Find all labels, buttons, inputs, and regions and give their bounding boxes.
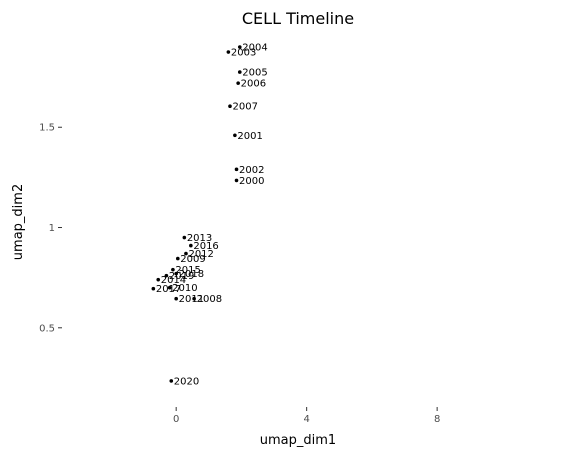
point-label: 2002	[239, 165, 264, 176]
point-label: 2020	[174, 376, 199, 387]
data-point	[228, 104, 232, 108]
data-point	[189, 243, 193, 248]
y-tick-label: 1.5	[39, 123, 55, 134]
data-point	[174, 296, 178, 301]
x-axis-label: umap_dim1	[260, 433, 336, 448]
point-label: 2007	[232, 102, 257, 113]
point-label: 2006	[241, 79, 266, 90]
point-label: 2013	[187, 233, 212, 244]
data-point	[182, 235, 187, 240]
data-point	[233, 133, 237, 138]
data-point	[176, 256, 180, 261]
point-label: 2017	[156, 284, 181, 295]
point-label: 2019	[169, 271, 194, 282]
x-tick-label: 0	[173, 414, 179, 425]
y-tick-label: 0.5	[39, 323, 55, 334]
data-point	[234, 167, 239, 172]
data-point	[226, 50, 231, 54]
x-tick-label: 4	[303, 414, 309, 425]
y-axis-label: umap_dim2	[11, 184, 26, 260]
point-label: 2012	[188, 249, 213, 260]
point-label: 2015	[175, 265, 200, 276]
data-point	[236, 81, 240, 85]
data-point	[192, 296, 196, 301]
y-axis: 0.5 1 1.5	[39, 123, 62, 334]
point-label: 2005	[242, 68, 267, 79]
data-point	[164, 273, 169, 278]
point-label: 2004	[242, 43, 267, 54]
point-label: 2014	[161, 275, 186, 286]
data-point	[167, 285, 172, 290]
point-label: 2008	[197, 294, 222, 305]
point-label: 2016	[193, 241, 218, 252]
x-tick-label: 8	[434, 414, 440, 425]
chart-title: CELL Timeline	[242, 9, 354, 28]
data-point	[156, 277, 161, 282]
point-label: 2003	[231, 48, 256, 59]
point-label: 2010	[172, 283, 197, 294]
data-point	[169, 379, 174, 383]
data-point	[171, 267, 175, 272]
point-label: 2001	[237, 131, 262, 142]
data-point	[151, 286, 156, 291]
data-point	[184, 251, 188, 256]
point-label: 2011	[179, 294, 204, 305]
data-point	[174, 271, 178, 276]
x-axis: 0 4 8	[173, 407, 440, 425]
data-point	[234, 178, 239, 183]
point-label: 2018	[179, 269, 204, 280]
data-point	[237, 45, 242, 49]
point-label: 2009	[180, 254, 205, 265]
data-point	[237, 70, 242, 74]
point-label: 2000	[239, 176, 264, 187]
y-tick-label: 1	[49, 223, 55, 234]
